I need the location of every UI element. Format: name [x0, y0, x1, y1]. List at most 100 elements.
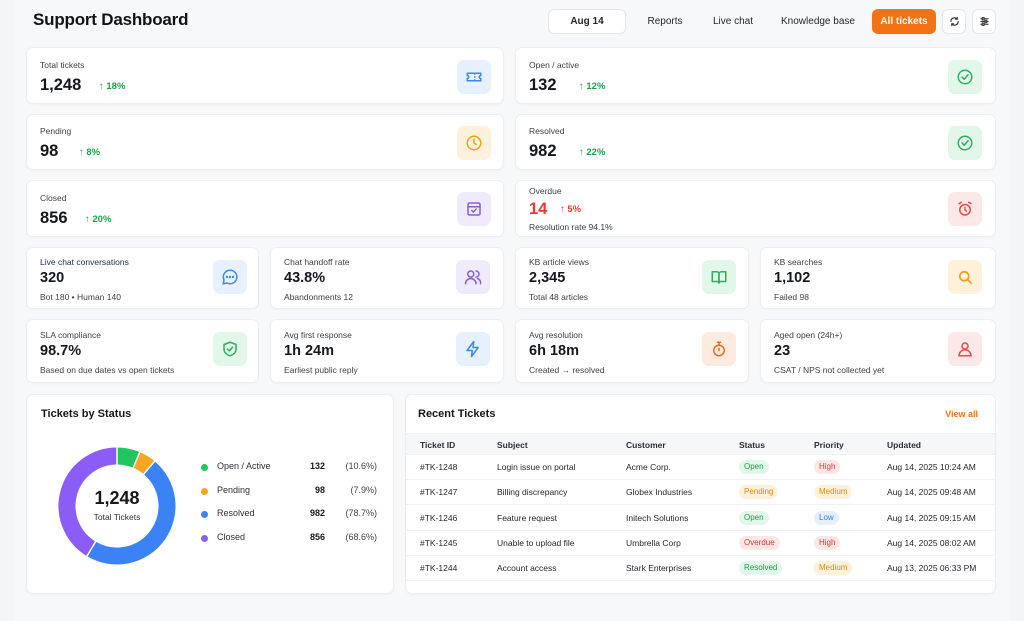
priority-badge: Medium [814, 485, 853, 500]
legend-count: 132 [309, 461, 325, 471]
nav-all-tickets[interactable]: All tickets [872, 9, 936, 34]
stat-delta-up: ↑ 22% [579, 147, 606, 158]
stat-delta-up: ↑ 20% [85, 214, 112, 225]
metric-sub: Abandonments 12 [284, 292, 353, 302]
metric-value: 6h 18m [529, 343, 579, 359]
stat-value: 856 [40, 209, 68, 227]
status-badge: Open [739, 460, 769, 474]
ticket-customer: Umbrella Corp [626, 537, 681, 548]
legend-item-pending: Pending 98 (7.9%) [201, 485, 377, 499]
legend-item-closed: Closed 856 (68.6%) [201, 532, 377, 546]
view-all-link[interactable]: View all [945, 409, 978, 419]
section-title: Recent Tickets [418, 408, 496, 420]
ticket-id: #TK-1245 [420, 537, 458, 548]
column-header[interactable]: Ticket ID [420, 440, 456, 450]
stat-card-open[interactable]: Open / active 132 ↑ 12% [515, 47, 996, 104]
column-header[interactable]: Priority [814, 440, 844, 450]
ticket-customer: Globex Industries [626, 487, 693, 498]
user-icon [948, 332, 982, 366]
refresh-icon [949, 16, 959, 27]
delta-value: 12% [586, 81, 606, 92]
archive-check-icon [457, 192, 491, 226]
ticket-icon [457, 60, 491, 94]
shield-check-icon [213, 332, 247, 366]
delta-value: 22% [586, 147, 606, 158]
ticket-updated: Aug 14, 2025 09:15 AM [887, 512, 976, 523]
metric-label: Live chat conversations [40, 257, 129, 267]
column-header[interactable]: Subject [497, 440, 528, 450]
lightning-icon [456, 332, 490, 366]
metric-card-sla[interactable]: SLA compliance 98.7% Based on due dates … [26, 319, 259, 383]
stat-delta-up: ↑ 5% [560, 204, 582, 215]
metric-label: KB article views [529, 257, 589, 267]
stat-card-pending[interactable]: Pending 98 ↑ 8% [26, 114, 504, 170]
table-row[interactable]: #TK-1248 Login issue on portal Acme Corp. O… [406, 455, 995, 480]
column-header[interactable]: Customer [626, 440, 666, 450]
metric-card-live-chat[interactable]: Live chat conversations 320 Bot 180 • Hu… [26, 247, 259, 309]
stat-label: Overdue [529, 186, 562, 196]
metric-label: KB searches [774, 257, 823, 267]
ticket-id: #TK-1248 [420, 462, 458, 472]
stat-card-closed[interactable]: Closed 856 ↑ 20% [26, 180, 504, 237]
date-picker-button[interactable]: Aug 14 [548, 9, 626, 34]
stat-value: 14 [529, 200, 548, 218]
status-chart-card: Tickets by Status 1,248 Total Tickets Op… [26, 394, 394, 594]
metric-value: 98.7% [40, 343, 82, 359]
refresh-button[interactable] [942, 9, 966, 34]
search-icon [948, 260, 982, 294]
section-title: Tickets by Status [41, 408, 132, 420]
metric-card-handoff[interactable]: Chat handoff rate 43.8% Abandonments 12 [270, 247, 504, 309]
table-row[interactable]: #TK-1245 Unable to upload file Umbrella Co… [406, 531, 995, 556]
legend-count: 982 [309, 508, 325, 518]
stat-value: 98 [40, 142, 59, 160]
metric-card-avg-resolution[interactable]: Avg resolution 6h 18m Created → resolved [515, 319, 749, 383]
metric-card-kb-searches[interactable]: KB searches 1,102 Failed 98 [760, 247, 996, 309]
legend-label: Closed [217, 532, 246, 542]
legend-dot [201, 464, 208, 471]
metric-card-kb-views[interactable]: KB article views 2,345 Total 48 articles [515, 247, 749, 309]
ticket-updated: Aug 14, 2025 10:24 AM [887, 462, 976, 472]
table-row[interactable]: #TK-1246 Feature request Initech Solutions… [406, 506, 995, 531]
column-header[interactable]: Updated [887, 440, 921, 450]
check-circle-icon [948, 60, 982, 94]
page-title: Support Dashboard [33, 10, 189, 29]
status-badge: Resolved [739, 561, 783, 576]
stopwatch-icon [702, 332, 736, 366]
nav-reports[interactable]: Reports [647, 16, 683, 27]
dashboard-page: Support Dashboard Aug 14 Reports Live ch… [14, 0, 1010, 621]
ticket-subject: Account access [497, 563, 557, 574]
legend-dot [201, 511, 208, 518]
table-row[interactable]: #TK-1244 Account access Stark Enterprises R… [406, 556, 995, 582]
legend-count: 98 [314, 485, 325, 495]
users-icon [456, 260, 490, 294]
metric-value: 43.8% [284, 270, 326, 286]
legend-percent: (78.7%) [345, 508, 377, 518]
stat-label: Pending [40, 126, 72, 136]
ticket-subject: Feature request [497, 512, 558, 523]
column-header[interactable]: Status [739, 440, 765, 450]
stat-value: 1,248 [40, 76, 82, 94]
metric-value: 1h 24m [284, 343, 334, 359]
nav-knowledge-base[interactable]: Knowledge base [781, 16, 855, 27]
stat-card-resolved[interactable]: Resolved 982 ↑ 22% [515, 114, 996, 170]
stat-card-total[interactable]: Total tickets 1,248 ↑ 18% [26, 47, 504, 104]
donut-slice-resolved[interactable] [86, 461, 176, 565]
legend-label: Pending [217, 485, 251, 495]
status-badge: Pending [739, 485, 779, 500]
donut-slice-closed[interactable] [58, 447, 118, 557]
stat-card-overdue[interactable]: Overdue 14 ↑ 5% Resolution rate 94.1% [515, 180, 996, 237]
legend-dot [201, 535, 208, 542]
donut-center-value: 1,248 [94, 488, 140, 508]
metric-card-aged-open[interactable]: Aged open (24h+) 23 CSAT / NPS not colle… [760, 319, 996, 383]
donut-slice-open-active[interactable] [116, 447, 140, 468]
metric-sub: Bot 180 • Human 140 [40, 292, 121, 302]
nav-live-chat[interactable]: Live chat [712, 16, 754, 27]
table-row[interactable]: #TK-1247 Billing discrepancy Globex Indust… [406, 480, 995, 506]
priority-badge: Medium [814, 561, 853, 576]
ticket-subject: Login issue on portal [497, 462, 576, 472]
donut-slice-pending[interactable] [132, 452, 155, 475]
metric-card-first-response[interactable]: Avg first response 1h 24m Earliest publi… [270, 319, 504, 383]
filter-button[interactable] [972, 9, 996, 34]
legend-percent: (7.9%) [350, 485, 377, 495]
alarm-clock-icon [948, 192, 982, 226]
